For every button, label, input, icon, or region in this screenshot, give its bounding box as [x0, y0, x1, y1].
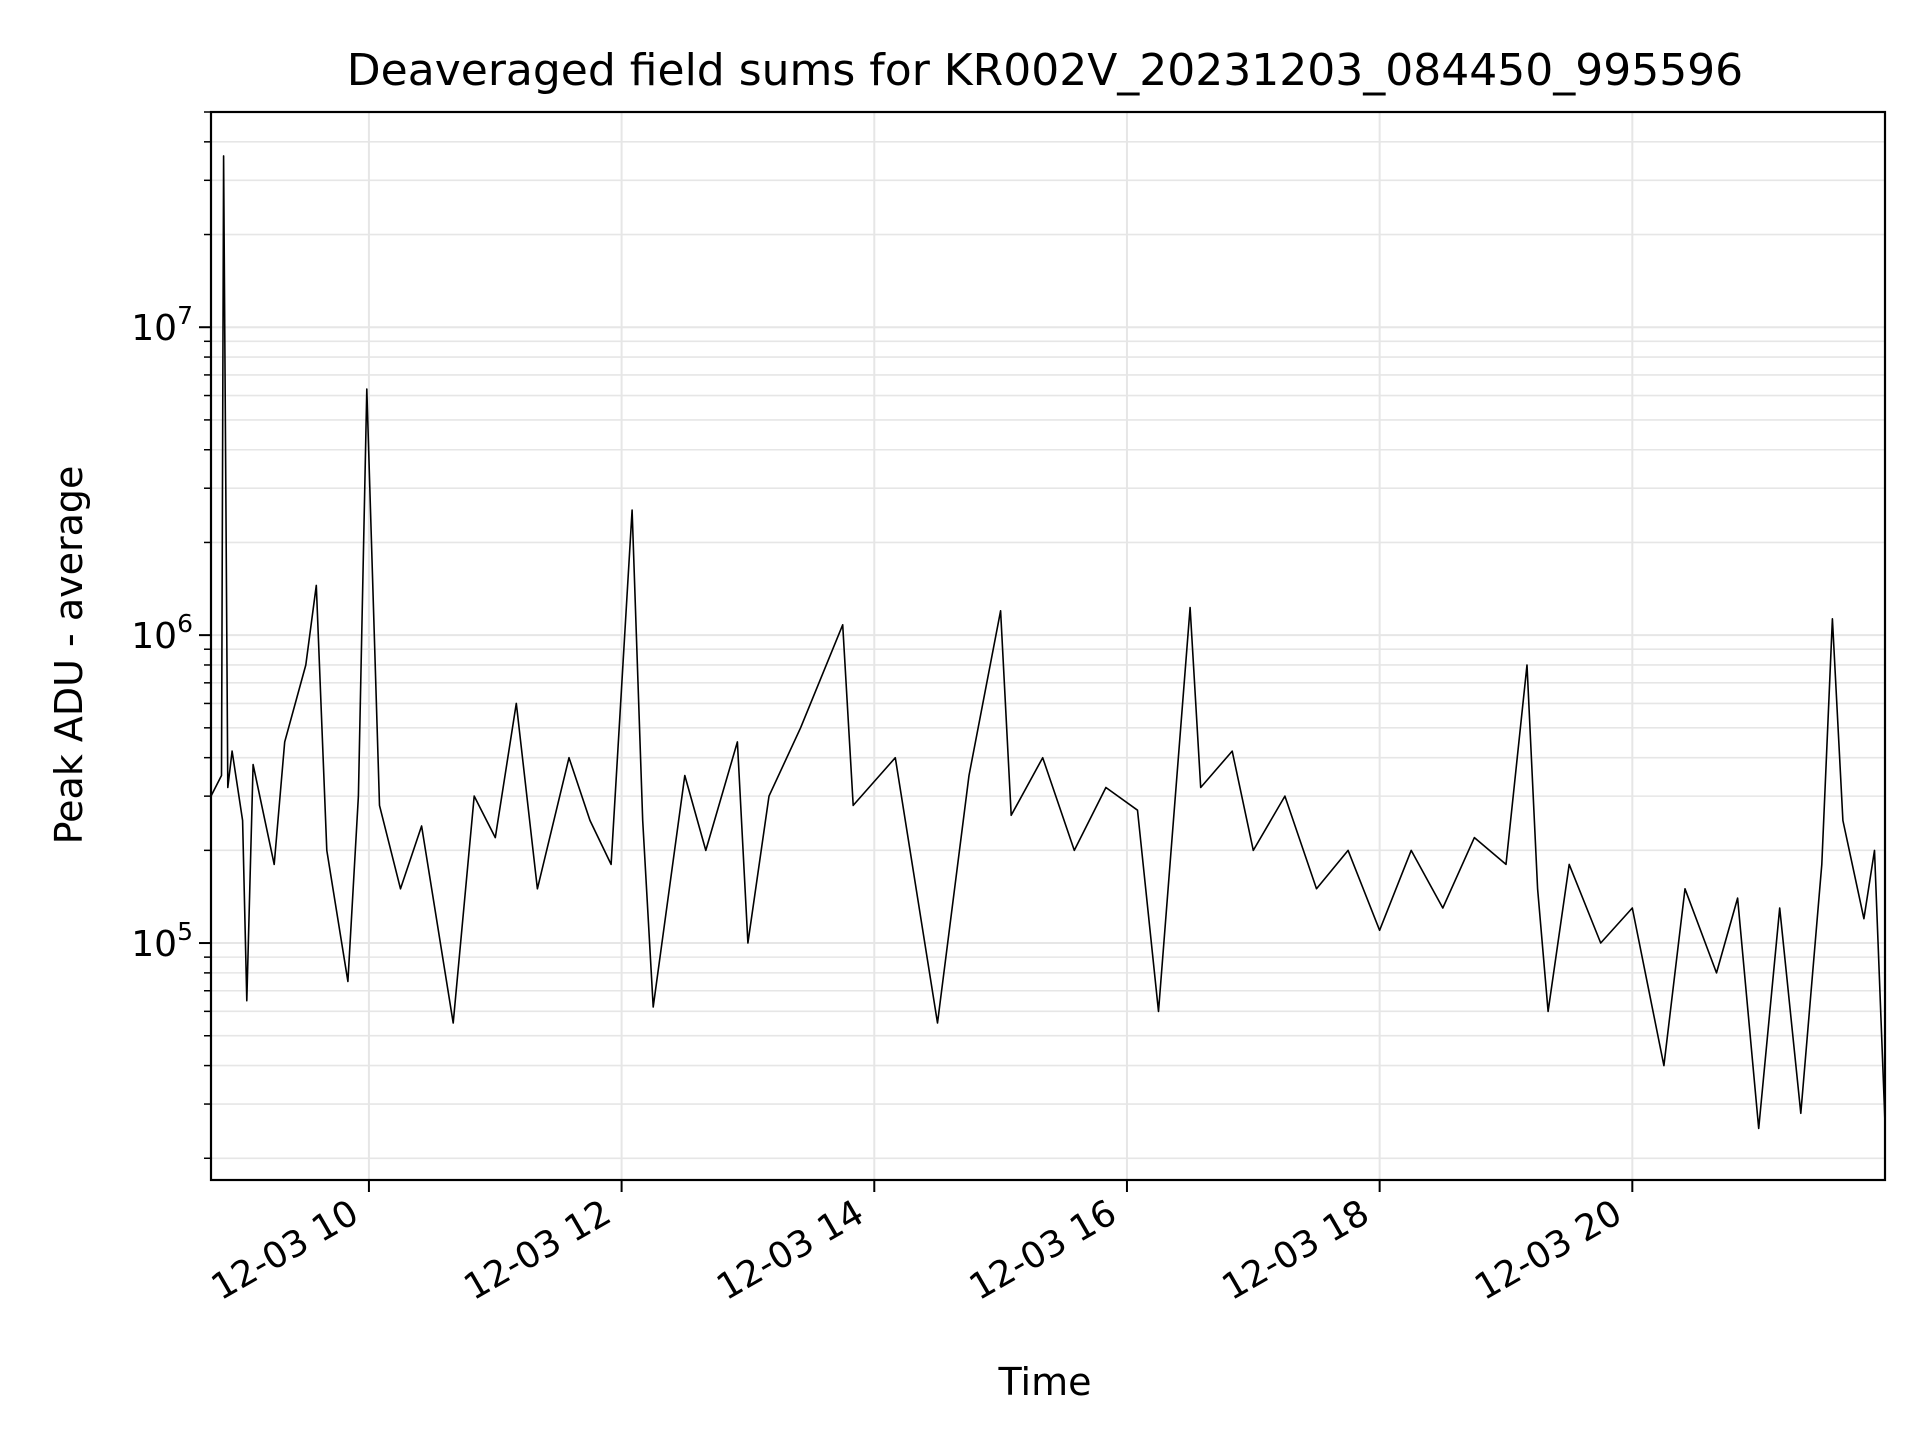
series-layer [210, 155, 1886, 1130]
y-tick-base: 10 [131, 924, 177, 965]
x-axis-label: Time [998, 1360, 1092, 1404]
y-tick-exponent: 6 [177, 609, 193, 638]
grid [211, 111, 1885, 1180]
y-tick-label: 105 [131, 917, 193, 965]
y-tick-base: 10 [131, 616, 177, 657]
series-line [210, 155, 1886, 1130]
y-axis-label: Peak ADU - average [47, 466, 91, 845]
y-tick-base: 10 [131, 308, 177, 349]
y-tick-label: 107 [131, 301, 193, 349]
y-tick-exponent: 7 [177, 301, 193, 330]
y-tick-exponent: 5 [177, 917, 193, 946]
chart-title: Deaveraged field sums for KR002V_2023120… [347, 45, 1743, 96]
y-tick-label: 106 [131, 609, 193, 657]
plot-frame [209, 110, 1887, 1182]
